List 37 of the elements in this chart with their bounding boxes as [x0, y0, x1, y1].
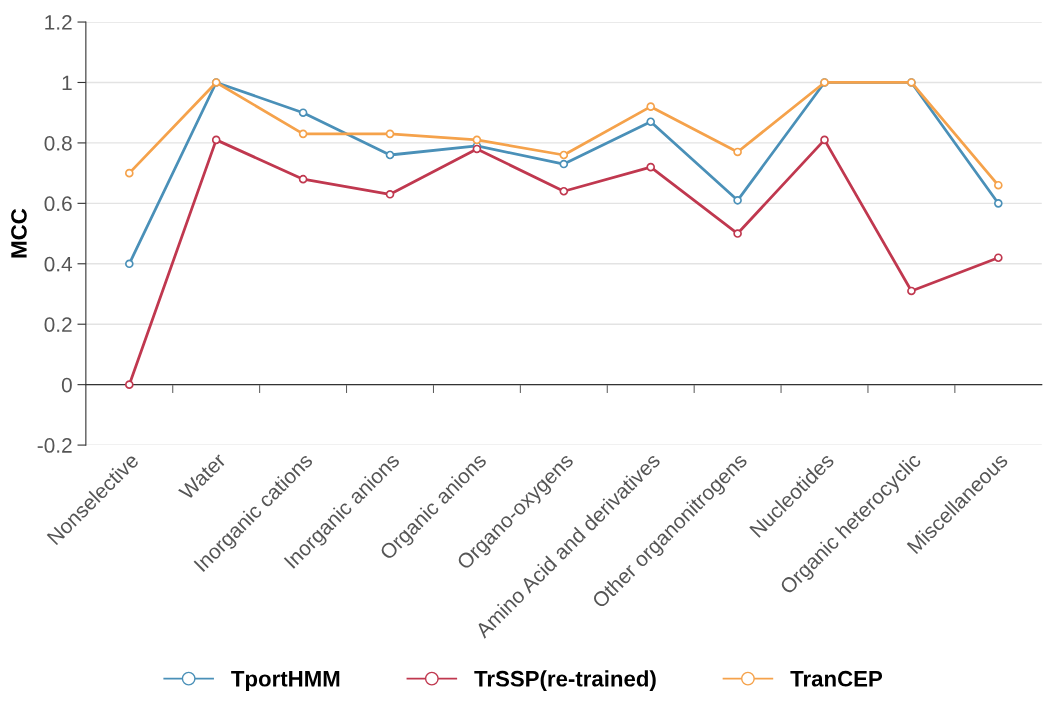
point: [820, 135, 829, 145]
y-tick-label: 0.4: [44, 256, 73, 272]
point: [733, 147, 742, 157]
point: [385, 129, 395, 139]
point: [733, 229, 742, 238]
point: [994, 253, 1003, 263]
point: [994, 180, 1003, 190]
point: [559, 159, 569, 169]
point: [646, 162, 656, 172]
point: [559, 150, 569, 160]
point: [646, 117, 656, 127]
point: [385, 150, 395, 160]
point: [298, 129, 308, 139]
y-tick-label: 0.6: [44, 196, 72, 212]
point: [298, 108, 308, 118]
y-tick-label: 0.8: [44, 135, 72, 151]
point: [385, 189, 395, 199]
point: [733, 196, 742, 205]
point: [907, 286, 916, 296]
point: [994, 199, 1003, 208]
y-axis-title: MCC: [11, 208, 27, 258]
y-tick-label: -0.2: [37, 438, 72, 453]
point: [124, 168, 134, 178]
point: [124, 259, 134, 269]
point: [559, 186, 569, 196]
legend-label: TranCEP: [790, 670, 883, 687]
legend-label: TrSSP(re-trained): [474, 670, 656, 691]
point: [298, 174, 308, 184]
y-tick-label: 1: [62, 75, 72, 91]
point: [124, 380, 134, 389]
point: [211, 135, 221, 145]
point: [646, 102, 656, 111]
y-tick-label: 0: [61, 377, 72, 393]
legend-label: TportHMM: [231, 671, 340, 691]
y-tick-label: 0.2: [44, 317, 72, 332]
point: [472, 135, 482, 145]
y-tick-label: 1.2: [45, 15, 72, 30]
